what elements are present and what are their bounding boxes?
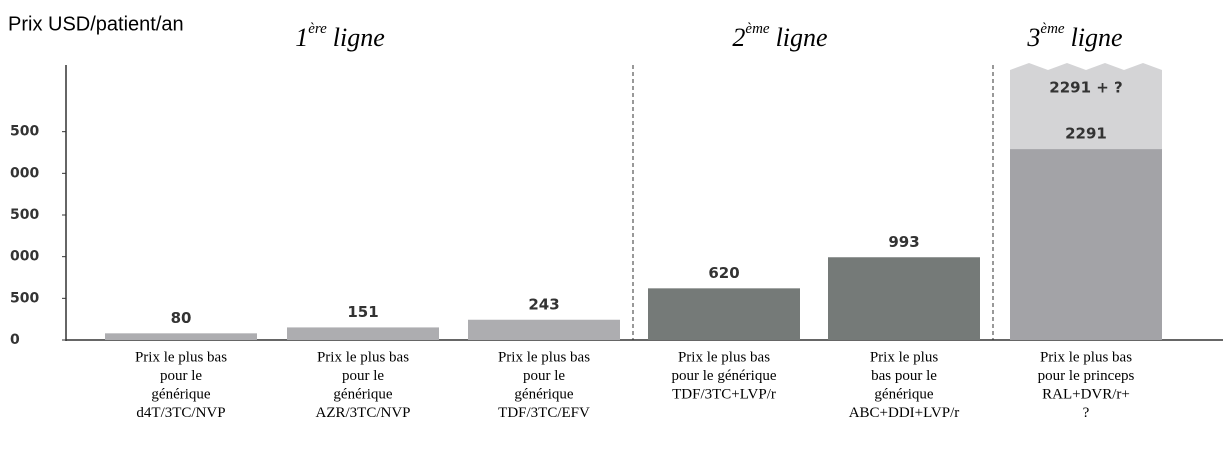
x-tick-label: Prix le plus bas [498, 349, 590, 365]
x-tick-label: générique [333, 386, 392, 402]
group-title: 1ère ligne [295, 21, 385, 52]
value-label: 151 [347, 303, 378, 321]
bar [1010, 149, 1162, 340]
group-superscript: ème [1040, 21, 1064, 37]
bar-extension [1010, 63, 1162, 150]
x-tick-label: pour le [160, 368, 202, 384]
x-tick-label: Prix le plus bas [678, 349, 770, 365]
y-tick-label: 0 [10, 332, 20, 348]
group-superscript: ère [308, 21, 327, 37]
value-label: 2291 [1065, 125, 1107, 143]
value-label: 80 [171, 309, 192, 327]
bar [648, 288, 800, 340]
bar [287, 327, 439, 340]
x-tick-label: Prix le plus bas [135, 349, 227, 365]
y-tick-label: 500 [10, 124, 39, 140]
group-word: ligne [776, 23, 828, 52]
x-tick-label: pour le [523, 368, 565, 384]
value-label: 993 [888, 233, 919, 251]
x-tick-label: générique [151, 386, 210, 402]
x-tick-label: Prix le plus bas [1040, 349, 1132, 365]
y-tick-label: 000 [10, 165, 39, 181]
x-tick-label: RAL+DVR/r+ [1042, 386, 1130, 402]
x-tick-label: TDF/3TC/EFV [498, 405, 590, 421]
group-word: ligne [1071, 23, 1123, 52]
group-number: 1 [295, 23, 308, 52]
x-tick-label: générique [514, 386, 573, 402]
bar [468, 319, 620, 340]
x-tick-label: Prix le plus [870, 349, 938, 365]
x-tick-label: ? [1083, 405, 1090, 421]
x-tick-label: ABC+DDI+LVP/r [849, 405, 960, 421]
x-tick-label: AZR/3TC/NVP [315, 405, 410, 421]
group-number: 3 [1026, 23, 1040, 52]
group-title: 2ème ligne [732, 21, 827, 52]
bar [828, 257, 980, 340]
group-number: 2 [732, 23, 745, 52]
y-tick-label: 500 [10, 290, 39, 306]
y-axis-title: Prix USD/patient/an [8, 13, 184, 35]
bar [105, 333, 257, 340]
group-superscript: ème [745, 21, 769, 37]
x-tick-label: TDF/3TC+LVP/r [672, 386, 776, 402]
y-tick-label: 000 [10, 249, 39, 265]
x-tick-label: pour le [342, 368, 384, 384]
group-word: ligne [333, 23, 385, 52]
x-tick-label: pour le générique [672, 368, 777, 384]
x-tick-label: bas pour le [871, 368, 937, 384]
x-tick-label: Prix le plus bas [317, 349, 409, 365]
x-tick-label: pour le princeps [1038, 368, 1135, 384]
value-label: 620 [708, 264, 739, 282]
group-title: 3ème ligne [1026, 21, 1122, 52]
annotation: 2291 + ? [1049, 79, 1122, 97]
value-label: 243 [528, 295, 559, 313]
y-tick-label: 500 [10, 207, 39, 223]
x-tick-label: d4T/3TC/NVP [136, 405, 225, 421]
x-tick-label: générique [874, 386, 933, 402]
